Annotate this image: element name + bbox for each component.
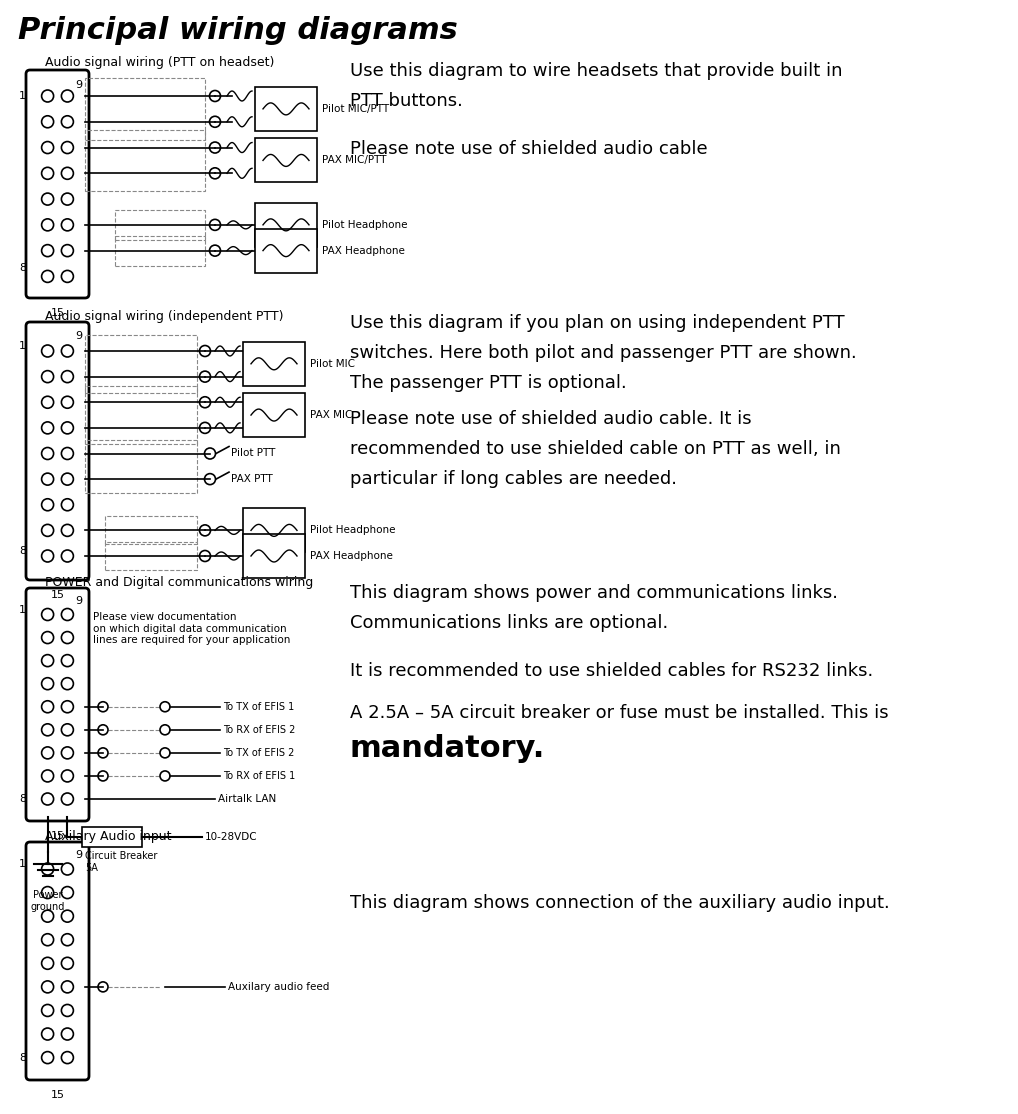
Text: This diagram shows connection of the auxiliary audio input.: This diagram shows connection of the aux… [350, 895, 890, 912]
FancyBboxPatch shape [26, 842, 89, 1079]
Bar [84, 129, 205, 192]
Text: PAX MIC/PTT: PAX MIC/PTT [322, 156, 387, 165]
Text: To TX of EFIS 2: To TX of EFIS 2 [223, 747, 294, 758]
Text: Please view documentation
on which digital data communication
lines are required: Please view documentation on which digit… [93, 612, 290, 645]
Text: Please note use of shielded audio cable: Please note use of shielded audio cable [350, 140, 708, 158]
Text: POWER and Digital communications wiring: POWER and Digital communications wiring [45, 576, 314, 589]
Text: PTT buttons.: PTT buttons. [350, 92, 463, 110]
Text: Circuit Breaker
5A: Circuit Breaker 5A [86, 851, 158, 872]
Text: Auxilary Audio input: Auxilary Audio input [45, 830, 171, 843]
Text: Pilot MIC/PTT: Pilot MIC/PTT [322, 104, 389, 114]
Text: Please note use of shielded audio cable. It is: Please note use of shielded audio cable.… [350, 410, 751, 428]
Text: PAX MIC: PAX MIC [310, 410, 352, 420]
Text: The passenger PTT is optional.: The passenger PTT is optional. [350, 374, 627, 392]
Text: 8: 8 [19, 794, 26, 804]
Text: 9: 9 [75, 596, 82, 606]
Text: 9: 9 [75, 331, 82, 341]
Text: 8: 8 [19, 1053, 26, 1063]
Bar [84, 387, 197, 443]
Bar [105, 543, 197, 570]
Text: To RX of EFIS 2: To RX of EFIS 2 [223, 725, 295, 735]
Text: PAX Headphone: PAX Headphone [322, 245, 405, 255]
Text: Use this diagram if you plan on using independent PTT: Use this diagram if you plan on using in… [350, 314, 845, 332]
FancyBboxPatch shape [26, 588, 89, 821]
Bar [254, 203, 317, 247]
Bar [82, 827, 143, 847]
Text: Pilot Headphone: Pilot Headphone [322, 219, 407, 229]
Text: 8: 8 [19, 263, 26, 273]
Text: PAX PTT: PAX PTT [231, 475, 273, 485]
Text: particular if long cables are needed.: particular if long cables are needed. [350, 470, 677, 488]
Bar [84, 78, 205, 139]
Bar [254, 87, 317, 130]
Text: Auxilary audio feed: Auxilary audio feed [228, 981, 330, 991]
Text: 15: 15 [51, 1089, 64, 1100]
Text: Use this diagram to wire headsets that provide built in: Use this diagram to wire headsets that p… [350, 62, 843, 80]
Text: Power
ground: Power ground [31, 890, 65, 911]
Bar [254, 138, 317, 183]
Bar [84, 335, 197, 392]
Text: 1: 1 [19, 859, 26, 869]
Text: 15: 15 [51, 831, 64, 841]
Text: recommended to use shielded cable on PTT as well, in: recommended to use shielded cable on PTT… [350, 440, 841, 458]
Text: To RX of EFIS 1: To RX of EFIS 1 [223, 771, 295, 781]
Text: Audio signal wiring (PTT on headset): Audio signal wiring (PTT on headset) [45, 56, 275, 69]
Text: 15: 15 [51, 307, 64, 317]
Text: Pilot MIC: Pilot MIC [310, 359, 355, 369]
Text: Audio signal wiring (independent PTT): Audio signal wiring (independent PTT) [45, 310, 283, 323]
Text: PAX Headphone: PAX Headphone [310, 551, 393, 561]
Bar [115, 236, 205, 265]
FancyBboxPatch shape [26, 322, 89, 580]
Text: 1: 1 [19, 341, 26, 351]
Text: 9: 9 [75, 80, 82, 90]
Text: 8: 8 [19, 546, 26, 556]
Text: Principal wiring diagrams: Principal wiring diagrams [18, 16, 458, 45]
Text: Airtalk LAN: Airtalk LAN [218, 794, 276, 804]
Bar [84, 440, 197, 494]
Text: 9: 9 [75, 850, 82, 860]
Bar [115, 209, 205, 240]
Text: 1: 1 [19, 605, 26, 615]
Text: A 2.5A – 5A circuit breaker or fuse must be installed. This is: A 2.5A – 5A circuit breaker or fuse must… [350, 704, 889, 722]
Text: To TX of EFIS 1: To TX of EFIS 1 [223, 702, 294, 712]
Bar [105, 517, 197, 545]
Bar [243, 342, 305, 385]
Text: 15: 15 [51, 590, 64, 600]
Text: 1: 1 [19, 91, 26, 101]
Text: Pilot Headphone: Pilot Headphone [310, 526, 396, 536]
Text: It is recommended to use shielded cables for RS232 links.: It is recommended to use shielded cables… [350, 662, 873, 680]
Text: Communications links are optional.: Communications links are optional. [350, 614, 668, 632]
Text: Pilot PTT: Pilot PTT [231, 449, 276, 459]
Text: switches. Here both pilot and passenger PTT are shown.: switches. Here both pilot and passenger … [350, 344, 857, 362]
Text: mandatory.: mandatory. [350, 734, 546, 763]
Bar [243, 393, 305, 437]
Bar [243, 508, 305, 553]
Bar [243, 534, 305, 578]
Text: This diagram shows power and communications links.: This diagram shows power and communicati… [350, 584, 838, 602]
Bar [254, 228, 317, 273]
Text: 10-28VDC: 10-28VDC [205, 832, 257, 842]
FancyBboxPatch shape [26, 70, 89, 299]
